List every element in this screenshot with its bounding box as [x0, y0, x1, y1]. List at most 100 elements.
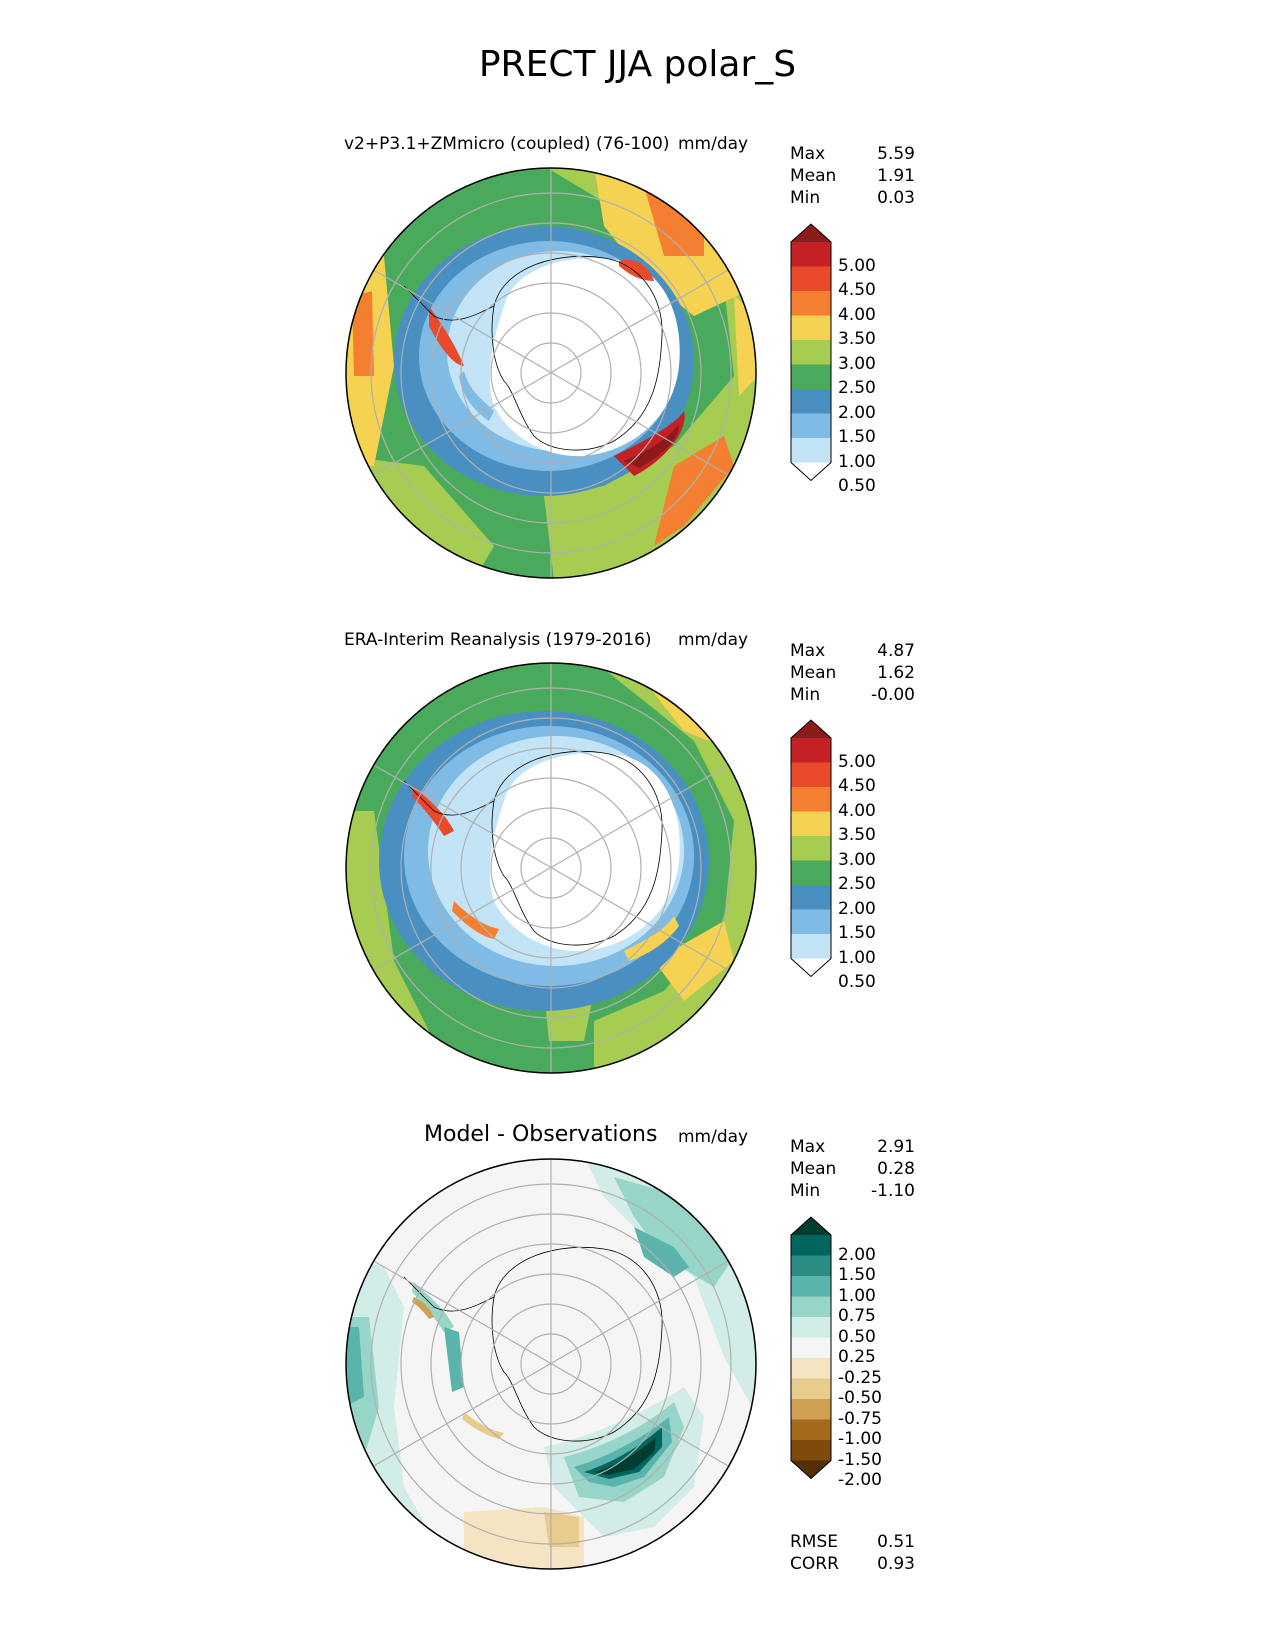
colorbar-tick-label: 1.50: [838, 1265, 876, 1285]
colorbar-tick-label: 3.50: [838, 825, 876, 845]
colorbar-band: [791, 266, 831, 292]
panel-title: v2+P3.1+ZMmicro (coupled) (76-100): [344, 134, 670, 154]
colorbar-tick-label: -0.75: [838, 1408, 882, 1429]
colorbar-tick-label: -0.25: [838, 1367, 882, 1388]
stat-value: -0.00: [871, 685, 915, 705]
colorbar-band: [791, 315, 831, 341]
colorbar-band: [791, 242, 831, 267]
colorbar-tick-label: 1.00: [838, 1285, 876, 1306]
colorbar: 2.00 1.50 1.00 0.75 0.50 0.25 -0.25 -0.50 -0.75-…: [790, 1216, 882, 1490]
colorbar-tick-label: 2.50: [838, 874, 876, 894]
colorbar-band: [791, 1276, 831, 1297]
colorbar-tick-label: 2.00: [838, 1244, 876, 1265]
colorbar-extend-min: [791, 1460, 831, 1479]
colorbar-band: [791, 389, 831, 414]
colorbar-tick-label: 2.00: [838, 402, 876, 423]
units-label: mm/day: [678, 630, 749, 650]
colorbar-band: [791, 1296, 831, 1318]
metric-label: CORR: [790, 1554, 839, 1574]
colorbar-tick-label: 1.50: [838, 923, 876, 943]
colorbar-band: [791, 1419, 831, 1441]
colorbar-outline: [790, 719, 832, 978]
colorbar-band: [791, 909, 831, 935]
colorbar-graphic: [790, 223, 832, 482]
colorbar-band: [791, 738, 831, 763]
colorbar-tick-label: 0.50: [838, 1326, 876, 1347]
panel-title: Model - Observations: [424, 1122, 658, 1147]
stat-value: 1.91: [877, 166, 915, 186]
colorbar-extend-min: [791, 958, 831, 977]
colorbar-tick-label: 1.50: [838, 427, 876, 447]
colorbar-tick-label: 4.00: [838, 304, 876, 325]
colorbar-tick-label: -1.50: [838, 1449, 882, 1470]
colorbar-band: [791, 1255, 831, 1277]
metric-label: RMSE: [790, 1532, 839, 1552]
colorbar-outline: [790, 1216, 832, 1480]
colorbar-tick-label: 3.00: [838, 353, 876, 374]
colorbar-outline: [790, 223, 832, 482]
colorbar-band: [791, 364, 831, 390]
polar-map: [345, 662, 757, 1074]
colorbar-extend-max: [791, 1217, 831, 1235]
colorbar-tick-label: 1.00: [838, 947, 876, 968]
units-label: mm/day: [678, 134, 749, 154]
stat-value: 1.62: [877, 663, 915, 683]
colorbar-band: [791, 1358, 831, 1379]
colorbar-band: [791, 836, 831, 861]
stat-value: 0.03: [877, 188, 915, 208]
colorbar-tick-label: 0.50: [838, 972, 876, 992]
stat-label: Min: [790, 188, 821, 208]
colorbar-tick-label: 4.50: [838, 280, 876, 300]
colorbar-band: [791, 438, 831, 463]
polar-map: [345, 167, 757, 579]
colorbar-band: [791, 787, 831, 812]
colorbar-tick-label: 2.50: [838, 378, 876, 398]
colorbar-tick-label: 1.00: [838, 451, 876, 472]
colorbar-extend-min: [791, 462, 831, 481]
colorbar-tick-label: 4.50: [838, 776, 876, 796]
polar-map: [345, 1158, 757, 1570]
stat-label: Max: [790, 1137, 826, 1157]
colorbar-tick-label: 3.00: [838, 849, 876, 870]
colorbar-graphic: [790, 719, 832, 978]
stat-label: Min: [790, 685, 821, 705]
colorbar-tick-label: 5.00: [838, 751, 876, 772]
stat-label: Max: [790, 144, 826, 164]
colorbar-tick-label: -0.50: [838, 1388, 882, 1408]
colorbar-band: [791, 1317, 831, 1338]
stat-label: Max: [790, 641, 826, 661]
colorbar-tick-label: 2.00: [838, 898, 876, 919]
stat-value: -1.10: [871, 1181, 915, 1201]
stat-value: 0.28: [877, 1159, 915, 1179]
colorbar-band: [791, 291, 831, 316]
colorbar-band: [791, 1399, 831, 1420]
colorbar-band: [791, 1440, 831, 1461]
colorbar-band: [791, 860, 831, 886]
stat-label: Mean: [790, 663, 837, 683]
stat-label: Mean: [790, 1159, 837, 1179]
colorbar-band: [791, 885, 831, 910]
stat-label: Min: [790, 1181, 821, 1201]
colorbar-band: [791, 340, 831, 365]
colorbar-tick-label: -2.00: [838, 1470, 882, 1490]
metric-value: 0.51: [877, 1532, 915, 1552]
colorbar-tick-label: 0.50: [838, 476, 876, 496]
colorbar-band: [791, 413, 831, 439]
colorbar-tick-label: 5.00: [838, 255, 876, 276]
metric-value: 0.93: [877, 1554, 915, 1574]
colorbar-tick-label: 3.50: [838, 329, 876, 349]
stat-label: Mean: [790, 166, 837, 186]
stat-value: 2.91: [877, 1137, 915, 1157]
colorbar-band: [791, 1337, 831, 1359]
colorbar-tick-label: -1.00: [838, 1429, 882, 1449]
figure-title: PRECT JJA polar_S: [478, 44, 797, 85]
stat-value: 5.59: [877, 144, 915, 164]
panel-title: ERA-Interim Reanalysis (1979-2016): [344, 630, 652, 650]
colorbar: 5.00 4.50 4.00 3.50 3.00 2.50 2.00 1.50 1.00 0.50: [790, 719, 876, 992]
colorbar-band: [791, 762, 831, 788]
colorbar-tick-label: 0.25: [838, 1347, 876, 1367]
stat-value: 4.87: [877, 641, 915, 661]
colorbar-tick-label: 4.00: [838, 800, 876, 821]
colorbar-extend-max: [791, 224, 831, 242]
colorbar-band: [791, 1378, 831, 1400]
